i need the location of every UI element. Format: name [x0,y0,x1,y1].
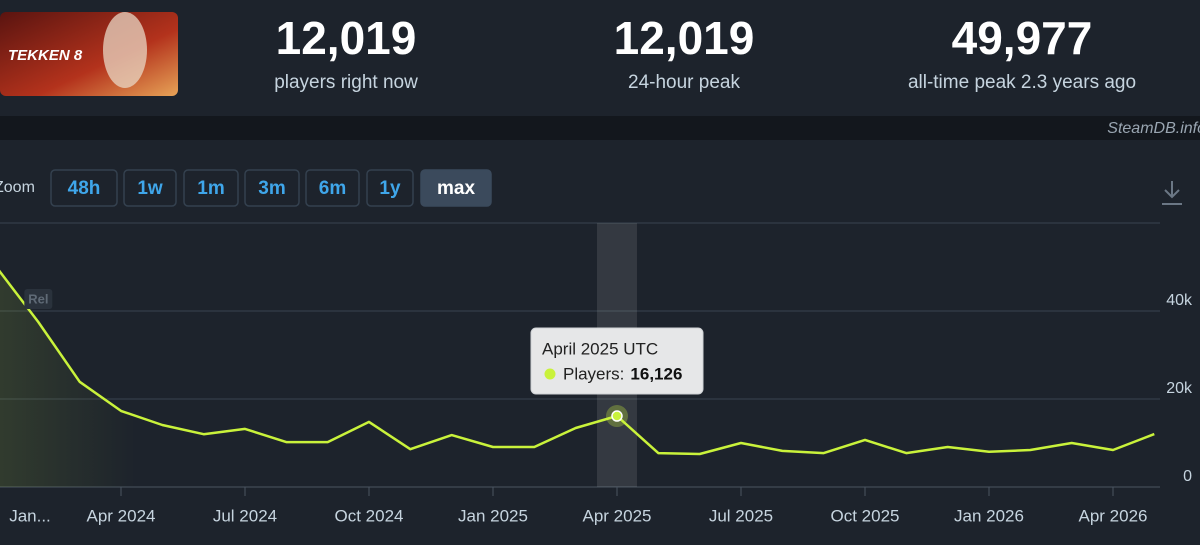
watermark-strip [0,116,1200,140]
tooltip-title: April 2025 UTC [542,339,658,358]
tooltip [530,327,704,395]
header-bg [0,0,1200,116]
area-fill [0,271,1155,487]
zoom-button[interactable] [183,169,239,207]
zoom-button-label[interactable]: 1w [137,178,163,199]
stat-label: 24-hour peak [628,72,740,93]
x-tick-label: Apr 2025 [582,506,651,525]
zoom-button[interactable] [123,169,177,207]
players-line [0,269,1155,456]
x-tick-label: Apr 2024 [86,506,155,525]
x-tick-label: Jan... [9,506,51,525]
zoom-button[interactable] [50,169,118,207]
x-tick-label: Jul 2025 [709,506,773,525]
x-tick-label: Oct 2024 [334,506,403,525]
game-logo: TEKKEN 8 [8,47,83,64]
y-tick-label: 0 [1183,468,1192,485]
tooltip-value: 16,126 [630,364,682,383]
zoom-button-label[interactable]: 48h [68,178,101,199]
zoom-button-label[interactable]: 6m [319,178,346,199]
zoom-button-label[interactable]: 3m [258,178,285,199]
zoom-label: Zoom [0,179,35,196]
zoom-button-label[interactable]: 1m [197,178,224,199]
zoom-button[interactable] [244,169,300,207]
tooltip-label: Players: [563,364,624,383]
zoom-button[interactable] [366,169,414,207]
stat-value: 12,019 [614,12,755,64]
annotation-label: Rel [28,291,48,306]
x-tick-label: Oct 2025 [830,506,899,525]
x-tick-label: Jan 2025 [458,506,528,525]
tooltip-marker [544,368,556,380]
zoom-button[interactable] [420,169,492,207]
x-tick-label: Apr 2026 [1078,506,1147,525]
hover-point [611,410,623,422]
zoom-button-label[interactable]: max [437,178,475,199]
zoom-button-label[interactable]: 1y [379,178,401,199]
annotation-box [24,289,53,309]
game-image-figure [103,12,147,88]
y-tick-label: 40k [1166,292,1193,309]
x-tick-label: Jul 2024 [213,506,277,525]
x-tick-label: Jan 2026 [954,506,1024,525]
stat-label: players right now [274,72,418,93]
stat-value: 12,019 [276,12,417,64]
stat-value: 49,977 [952,12,1093,64]
stat-label: all-time peak 2.3 years ago [908,72,1136,93]
watermark: SteamDB.info [1107,120,1200,137]
zoom-button[interactable] [305,169,360,207]
download-icon[interactable] [1162,181,1182,205]
y-tick-label: 20k [1166,380,1193,397]
